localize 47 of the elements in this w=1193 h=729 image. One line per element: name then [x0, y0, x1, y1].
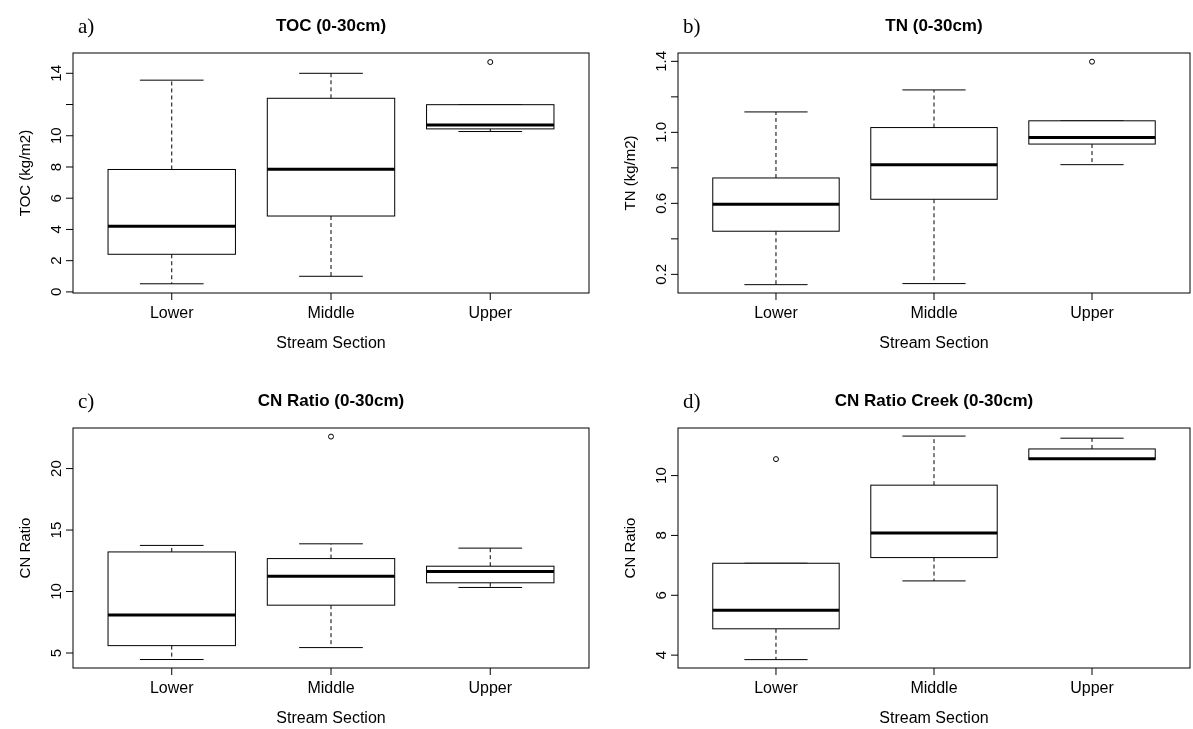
- y-tick-label: 10: [47, 583, 64, 600]
- chart-title: CN Ratio (0-30cm): [257, 391, 405, 410]
- x-axis-title: Stream Section: [879, 709, 989, 726]
- chart-title: TN (0-30cm): [885, 16, 983, 35]
- y-tick-label: 20: [47, 460, 64, 477]
- y-axis-title: TOC (kg/m2): [16, 129, 33, 217]
- x-tick-label: Middle: [307, 679, 355, 696]
- y-tick-label: 15: [47, 521, 64, 539]
- y-tick-label: 10: [47, 127, 64, 145]
- x-tick-label: Middle: [910, 304, 958, 321]
- text: c): [78, 389, 95, 413]
- x-tick-label: Upper: [1070, 304, 1115, 321]
- x-tick-label: Lower: [754, 679, 799, 696]
- text: d): [683, 389, 701, 413]
- y-tick-label: 0.2: [652, 263, 669, 285]
- y-tick-label: 6: [652, 591, 669, 600]
- y-tick-label: 2: [47, 256, 64, 265]
- text: a): [78, 14, 95, 38]
- y-tick-label: 4: [652, 650, 669, 660]
- x-tick-label: Lower: [149, 304, 195, 321]
- y-axis-title: CN Ratio: [16, 517, 33, 579]
- y-tick-label: 4: [47, 225, 64, 234]
- x-axis-title: Stream Section: [276, 334, 386, 351]
- y-tick-label: 10: [652, 467, 669, 484]
- chart-title: CN Ratio Creek (0-30cm): [834, 391, 1034, 410]
- text: b): [683, 14, 701, 38]
- x-tick-label: Lower: [754, 304, 799, 321]
- y-tick-label: 5: [47, 648, 64, 658]
- x-tick-label: Lower: [149, 679, 195, 696]
- x-tick-label: Upper: [468, 304, 513, 321]
- x-tick-label: Upper: [1070, 679, 1115, 696]
- y-tick-label: 8: [652, 531, 669, 540]
- y-tick-label: 14: [47, 64, 64, 82]
- chart-title: TOC (0-30cm): [275, 16, 387, 35]
- x-tick-label: Upper: [468, 679, 513, 696]
- y-axis-title: TN (kg/m2): [621, 135, 638, 211]
- y-axis-title: CN Ratio: [621, 517, 638, 579]
- x-tick-label: Middle: [910, 679, 958, 696]
- y-tick-label: 6: [47, 194, 64, 203]
- x-tick-label: Middle: [307, 304, 355, 321]
- y-tick-label: 1.4: [652, 50, 669, 72]
- y-tick-label: 1.0: [652, 121, 669, 143]
- y-tick-label: 0: [47, 287, 64, 297]
- x-axis-title: Stream Section: [276, 709, 386, 726]
- y-tick-label: 8: [47, 162, 64, 172]
- x-axis-title: Stream Section: [879, 334, 989, 351]
- y-tick-label: 0.6: [652, 192, 669, 214]
